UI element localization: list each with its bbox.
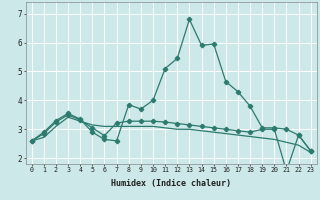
X-axis label: Humidex (Indice chaleur): Humidex (Indice chaleur) xyxy=(111,179,231,188)
